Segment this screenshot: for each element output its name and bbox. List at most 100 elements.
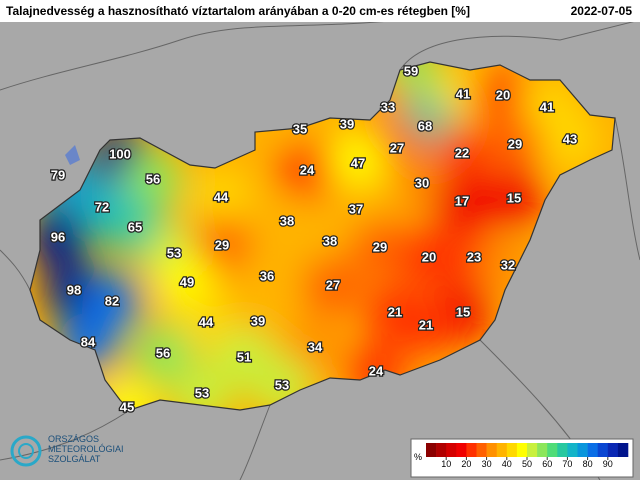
station-value: 53 (275, 377, 289, 392)
colorbar-segment (426, 443, 437, 457)
colorbar-segment (547, 443, 558, 457)
station-value: 44 (214, 189, 229, 204)
country-borders (0, 19, 640, 480)
station-value: 96 (51, 229, 65, 244)
colorbar-tick-label: 50 (522, 459, 532, 469)
station-labels: 59 41 20 41 33 68 35 39 27 22 29 43 100 79 56 24 47 30 17 1… (50, 62, 579, 416)
colorbar-tick-label: 10 (441, 459, 451, 469)
station-value: 53 (195, 385, 209, 400)
colorbar-segment (617, 443, 629, 457)
colorbar-segment (607, 443, 619, 457)
moisture-blob (399, 228, 459, 288)
colorbar-segment (456, 443, 467, 457)
moisture-blob (237, 247, 297, 307)
colorbar: 10 20 30 40 50 60 70 80 90 (426, 443, 629, 469)
station-value: 39 (251, 313, 265, 328)
moisture-blob (123, 150, 183, 210)
colorbar-segment (567, 443, 578, 457)
station-value: 20 (496, 87, 510, 102)
station-value: 29 (373, 239, 387, 254)
logo-text: METEOROLÓGIAI (48, 444, 124, 454)
colorbar-tick-label: 30 (482, 459, 492, 469)
colorbar-segment (527, 443, 538, 457)
station-value: 68 (418, 118, 432, 133)
title: Talajnedvesség a hasznosítható víztartal… (6, 4, 470, 18)
station-value: 32 (501, 257, 515, 272)
station-value: 98 (67, 282, 81, 297)
lake (65, 145, 80, 165)
moisture-blob (303, 256, 363, 316)
station-value: 38 (323, 233, 337, 248)
station-value: 41 (540, 99, 554, 114)
legend-unit: % (414, 452, 422, 462)
station-value: 45 (120, 399, 134, 414)
station-value: 56 (156, 345, 170, 360)
station-value: 22 (455, 145, 469, 160)
colorbar-segment (587, 443, 598, 457)
station-value: 24 (300, 162, 315, 177)
station-value: 44 (199, 314, 214, 329)
moisture-blob (328, 134, 388, 194)
station-value: 21 (419, 317, 433, 332)
station-value: 49 (180, 274, 194, 289)
station-value: 27 (390, 140, 404, 155)
station-value: 100 (109, 146, 131, 161)
station-value: 29 (215, 237, 229, 252)
station-value: 79 (51, 167, 65, 182)
logo-text: SZOLGÁLAT (48, 454, 101, 464)
colorbar-tick-label: 20 (461, 459, 471, 469)
station-value: 59 (404, 63, 418, 78)
colorbar-segment (577, 443, 588, 457)
colorbar-segment (476, 443, 487, 457)
header-bar (0, 0, 640, 22)
colorbar-tick-label: 40 (502, 459, 512, 469)
station-value: 20 (422, 249, 436, 264)
logo-ring (10, 435, 42, 467)
station-value: 21 (388, 304, 402, 319)
colorbar-segment (436, 443, 447, 457)
station-value: 39 (340, 116, 354, 131)
station-value: 65 (128, 219, 142, 234)
logo-ring (18, 443, 34, 459)
colorbar-segment (466, 443, 477, 457)
moisture-blob (485, 115, 545, 175)
station-value: 34 (308, 339, 323, 354)
station-value: 51 (237, 349, 251, 364)
station-value: 29 (508, 136, 522, 151)
station-value: 84 (81, 334, 96, 349)
colorbar-tick-label: 60 (542, 459, 552, 469)
moisture-blob (396, 296, 456, 356)
station-value: 33 (381, 99, 395, 114)
station-value: 37 (349, 201, 363, 216)
colorbar-tick-label: 70 (562, 459, 572, 469)
station-value: 24 (369, 363, 384, 378)
station-value: 27 (326, 277, 340, 292)
colorbar-tick-label: 80 (583, 459, 593, 469)
colorbar-segment (516, 443, 528, 457)
colorbar-segment (537, 443, 548, 457)
moisture-blob (432, 172, 492, 232)
colorbar-segment (496, 443, 508, 457)
colorbar-segment (597, 443, 609, 457)
moisture-blob (191, 168, 251, 228)
logo-text: ORSZÁGOS (48, 434, 99, 444)
station-value: 47 (351, 155, 365, 170)
station-value: 17 (455, 193, 469, 208)
logo: ORSZÁGOS METEOROLÓGIAI SZOLGÁLAT (10, 434, 124, 467)
moisture-blob (540, 110, 600, 170)
station-value: 56 (146, 171, 160, 186)
colorbar-segment (557, 443, 568, 457)
station-value: 23 (467, 249, 481, 264)
station-value: 36 (260, 268, 274, 283)
moisture-blob (484, 169, 544, 229)
station-value: 43 (563, 131, 577, 146)
colorbar-tick-label: 90 (603, 459, 613, 469)
colorbar-segment (486, 443, 497, 457)
station-value: 15 (507, 190, 521, 205)
station-value: 15 (456, 304, 470, 319)
station-value: 72 (95, 199, 109, 214)
station-value: 82 (105, 293, 119, 308)
station-value: 41 (456, 86, 470, 101)
station-value: 35 (293, 121, 307, 136)
